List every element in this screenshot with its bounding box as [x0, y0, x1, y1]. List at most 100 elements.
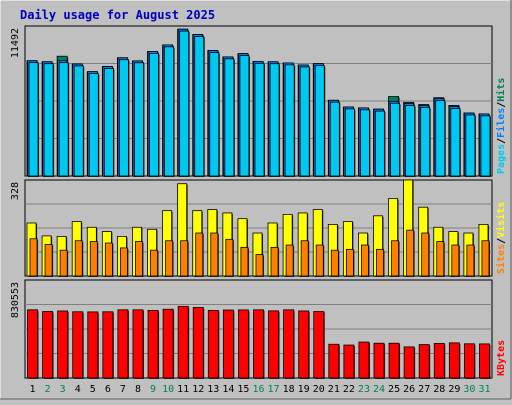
day-label: 4 [75, 384, 81, 395]
day-label: 30 [463, 384, 475, 395]
bar-pages [284, 64, 295, 177]
day-label: 17 [268, 384, 280, 395]
bar-kbytes [418, 344, 430, 379]
legend-hits-files-pages: Pages/Files/Hits [495, 78, 507, 174]
bar-sites [361, 244, 369, 277]
bar-kbytes [298, 310, 310, 379]
bar-kbytes [117, 309, 129, 379]
bar-kbytes [343, 344, 355, 379]
legend-entry: / [496, 102, 507, 108]
panel-visits-sites: 328 Sites/Visits [10, 179, 507, 277]
bar-kbytes [87, 311, 99, 379]
day-label: 20 [313, 384, 325, 395]
panel-kbytes: 830553 KBytes [10, 279, 507, 379]
bar-kbytes [268, 310, 279, 379]
bar-kbytes [27, 309, 38, 379]
bar-sites [330, 249, 339, 277]
bar-kbytes [433, 343, 445, 379]
panel-hits-files-pages: 11492 Pages/Files/Hits [10, 25, 507, 178]
bar-kbytes [358, 341, 370, 379]
bar-kbytes [388, 342, 400, 379]
bar-kbytes [283, 309, 295, 379]
bar-kbytes [448, 342, 460, 379]
bar-sites [29, 238, 38, 277]
legend-entry: Files [495, 108, 507, 138]
day-label: 8 [135, 384, 141, 395]
day-label: 3 [60, 384, 66, 395]
max-value-label: 11492 [10, 28, 21, 58]
bar-sites [225, 238, 234, 277]
legend-entry: / [496, 238, 507, 244]
bar-kbytes [222, 309, 234, 379]
bar-sites [300, 240, 309, 277]
bar-pages [28, 62, 39, 177]
bar-pages [194, 36, 205, 177]
bar-pages [344, 108, 355, 177]
bar-kbytes [238, 309, 249, 379]
day-label: 9 [150, 384, 156, 395]
bar-sites [315, 244, 324, 277]
bar-pages [299, 66, 310, 177]
day-label: 1 [30, 384, 36, 395]
day-label: 24 [373, 384, 385, 395]
day-label: 7 [120, 384, 126, 395]
bar-sites [165, 240, 174, 277]
legend-entry: Sites [495, 244, 507, 274]
bar-sites [481, 240, 490, 277]
bar-pages [103, 68, 114, 177]
max-value-label: 328 [10, 182, 21, 200]
day-label: 10 [162, 384, 174, 395]
bar-kbytes [313, 311, 325, 379]
bar-pages [465, 114, 476, 177]
bar-sites [345, 248, 354, 277]
legend-entry: Visits [495, 202, 507, 238]
bar-kbytes [192, 307, 204, 379]
day-label: 11 [177, 384, 189, 395]
bar-sites [89, 241, 98, 277]
bar-sites [135, 241, 143, 277]
day-label: 5 [90, 384, 96, 395]
bar-pages [58, 62, 69, 177]
day-label: 23 [358, 384, 370, 395]
bar-sites [376, 248, 384, 277]
bar-pages [375, 110, 385, 177]
day-labels: 1 2 3 4 5 6 7 8 9 10 11 12 13 14 15 16 17 18 19 20 21 22 23 24 2… [30, 384, 491, 395]
bar-pages [43, 63, 54, 177]
bar-pages [405, 105, 416, 177]
bar-kbytes [479, 343, 490, 379]
day-label: 2 [45, 384, 51, 395]
day-label: 22 [343, 384, 355, 395]
bar-pages [390, 102, 401, 177]
day-label: 28 [433, 384, 445, 395]
bar-sites [210, 232, 219, 277]
day-label: 15 [237, 384, 249, 395]
bar-kbytes [463, 343, 475, 379]
bar-pages [254, 62, 265, 177]
bar-kbytes [162, 308, 174, 379]
bar-pages [480, 115, 491, 177]
bar-pages [209, 52, 220, 177]
bar-sites [421, 232, 430, 277]
bar-sites [180, 240, 189, 277]
day-label: 29 [448, 384, 460, 395]
day-label: 27 [418, 384, 430, 395]
bar-kbytes [132, 309, 144, 379]
legend-entry: Hits [495, 78, 507, 102]
day-label: 6 [105, 384, 111, 395]
bar-pages [73, 65, 84, 177]
bar-sites [104, 242, 113, 277]
legend-kbytes: KBytes [496, 340, 507, 376]
bar-sites [255, 254, 264, 277]
day-label: 16 [252, 384, 264, 395]
bar-kbytes [253, 309, 264, 379]
bar-pages [360, 109, 370, 177]
bar-pages [88, 73, 99, 177]
bar-sites [451, 244, 460, 277]
bar-pages [329, 101, 340, 177]
bar-sites [195, 232, 204, 277]
bar-sites [44, 244, 53, 277]
day-label: 13 [207, 384, 219, 395]
bar-sites [270, 246, 279, 277]
chart-title: Daily usage for August 2025 [20, 8, 215, 22]
